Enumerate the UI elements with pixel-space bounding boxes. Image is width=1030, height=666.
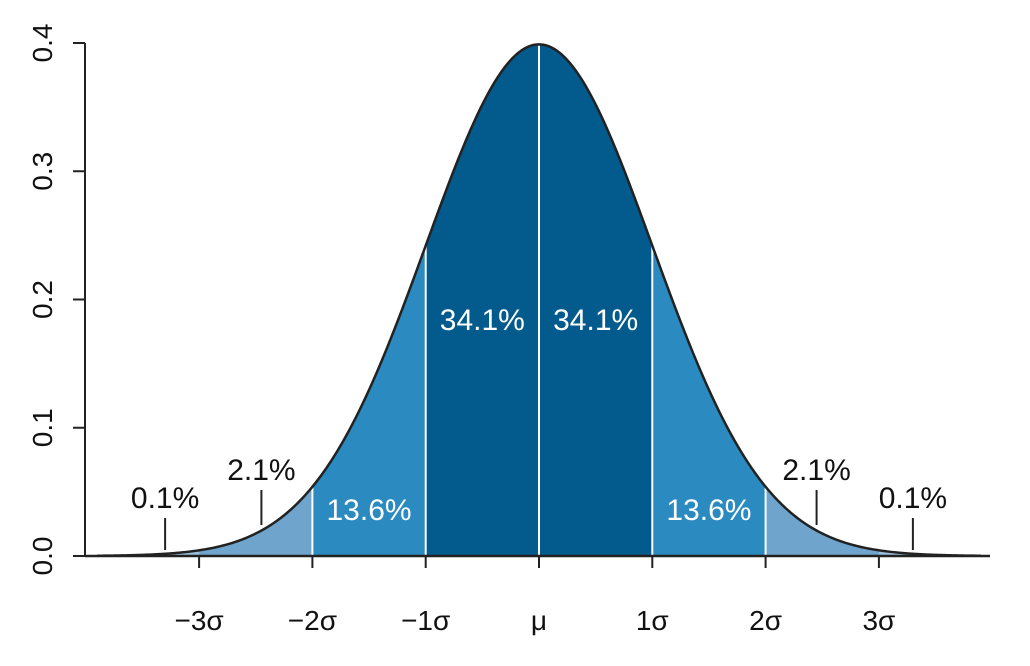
x-tick-label: −1σ — [401, 605, 450, 636]
y-tick-label: 0.2 — [27, 280, 58, 319]
band-percent-label: 13.6% — [666, 494, 751, 527]
band-percent-label: 34.1% — [553, 304, 638, 337]
axes: −3σ −2σ −1σ μ 1σ 2σ 3σ 0.0 0.1 0.2 0.3 0.4 — [27, 24, 990, 636]
band-percent-label: 2.1% — [227, 454, 295, 487]
tail-area-right — [878, 550, 981, 556]
x-tick-label: 1σ — [636, 605, 669, 636]
y-tick-label: 0.3 — [27, 152, 58, 191]
band-percent-label: 34.1% — [440, 304, 525, 337]
band-dividers — [311, 44, 767, 556]
annotations: 0.1% 2.1% 13.6% 34.1% 34.1% 13.6% 2.1% 0.1% — [131, 304, 947, 550]
band-percent-label: 2.1% — [782, 454, 850, 487]
x-tick-label: −3σ — [174, 605, 223, 636]
band-area — [199, 486, 313, 556]
y-tick-label: 0.0 — [27, 537, 58, 576]
tail-area-left — [97, 550, 200, 556]
y-tick-label: 0.1 — [27, 408, 58, 447]
y-tick-label: 0.4 — [27, 24, 58, 63]
x-tick-label: μ — [531, 605, 547, 636]
x-tick-label: 2σ — [749, 605, 782, 636]
band-percent-label: 0.1% — [131, 482, 199, 515]
density-curve — [97, 43, 981, 557]
band-area — [425, 44, 539, 557]
band-area — [539, 44, 653, 557]
x-tick-label: −2σ — [288, 605, 337, 636]
band-percent-label: 0.1% — [879, 482, 947, 515]
band-percent-label: 13.6% — [327, 494, 412, 527]
band-area — [765, 486, 879, 556]
x-tick-label: 3σ — [862, 605, 895, 636]
